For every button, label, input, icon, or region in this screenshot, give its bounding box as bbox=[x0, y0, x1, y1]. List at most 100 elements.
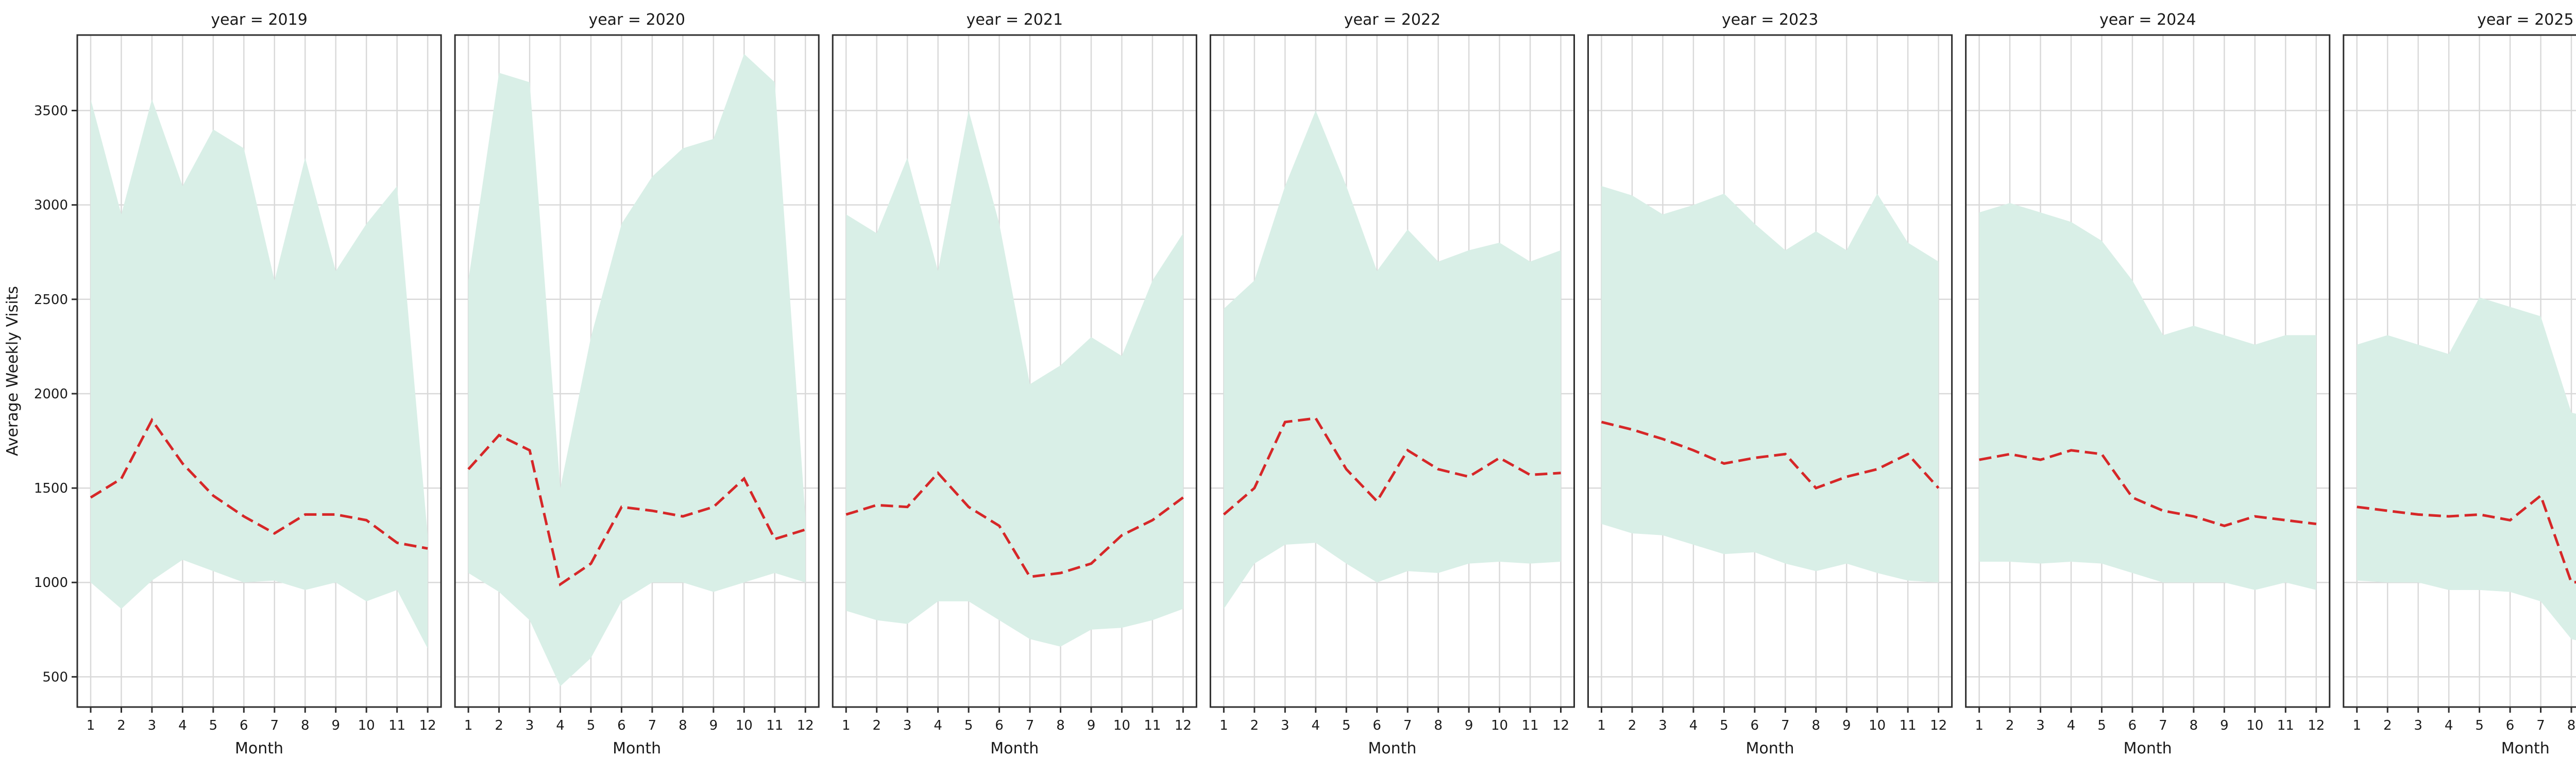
y-axis-label: Average Weekly Visits bbox=[4, 286, 22, 456]
facet-border bbox=[2343, 34, 2576, 708]
x-tick-label: 11 bbox=[766, 718, 783, 733]
x-tick-label: 1 bbox=[1975, 718, 1984, 733]
x-tick-label: 2 bbox=[117, 718, 126, 733]
facet-title: year = 2024 bbox=[2099, 11, 2196, 29]
x-tick-label: 6 bbox=[2128, 718, 2137, 733]
percentile-band bbox=[1601, 186, 1939, 583]
y-tick-label: 3500 bbox=[34, 104, 68, 119]
x-tick-label: 8 bbox=[301, 718, 310, 733]
x-axis-label: Month bbox=[2124, 740, 2172, 758]
x-tick-label: 2 bbox=[1250, 718, 1259, 733]
x-tick-label: 8 bbox=[1056, 718, 1065, 733]
percentile-band bbox=[91, 99, 428, 649]
y-tick-label: 2500 bbox=[34, 292, 68, 308]
median-line bbox=[90, 417, 428, 550]
x-tick-label: 11 bbox=[1144, 718, 1161, 733]
x-tick-label: 6 bbox=[2506, 718, 2515, 733]
x-tick-label: 11 bbox=[1521, 718, 1538, 733]
y-tick-label: 500 bbox=[42, 669, 68, 685]
x-axis-label: Month bbox=[613, 740, 661, 758]
x-tick-label: 7 bbox=[1026, 718, 1035, 733]
x-tick-label: 5 bbox=[2475, 718, 2484, 733]
x-tick-label: 3 bbox=[1658, 718, 1667, 733]
median-line bbox=[1223, 416, 1561, 516]
median-line bbox=[1979, 449, 2317, 528]
facet-title: year = 2025 bbox=[2477, 11, 2574, 29]
x-tick-label: 10 bbox=[358, 718, 375, 733]
x-tick-label: 10 bbox=[1491, 718, 1508, 733]
x-tick-label: 12 bbox=[797, 718, 814, 733]
x-tick-label: 8 bbox=[1811, 718, 1820, 733]
x-axis-label: Month bbox=[1368, 740, 1416, 758]
facet-2025: year = 2025123456789101112Month bbox=[2343, 11, 2576, 758]
x-tick-label: 4 bbox=[178, 718, 187, 733]
x-tick-label: 5 bbox=[2097, 718, 2106, 733]
x-tick-label: 2 bbox=[495, 718, 503, 733]
facet-border bbox=[454, 34, 820, 708]
x-tick-label: 4 bbox=[934, 718, 942, 733]
x-tick-label: 6 bbox=[1751, 718, 1759, 733]
facet-title: year = 2020 bbox=[588, 11, 685, 29]
facet-border bbox=[1965, 34, 2331, 708]
x-tick-label: 12 bbox=[2308, 718, 2325, 733]
x-tick-label: 2 bbox=[1628, 718, 1637, 733]
percentile-band bbox=[1224, 110, 1561, 609]
x-axis-label: Month bbox=[1746, 740, 1794, 758]
x-tick-label: 3 bbox=[2036, 718, 2045, 733]
x-tick-label: 9 bbox=[2220, 718, 2229, 733]
facet-border bbox=[832, 34, 1197, 708]
x-tick-label: 5 bbox=[587, 718, 596, 733]
x-tick-label: 5 bbox=[964, 718, 973, 733]
x-tick-label: 12 bbox=[1930, 718, 1947, 733]
x-tick-label: 7 bbox=[1403, 718, 1412, 733]
x-tick-label: 8 bbox=[1434, 718, 1443, 733]
x-tick-label: 1 bbox=[2352, 718, 2361, 733]
x-tick-label: 8 bbox=[2190, 718, 2198, 733]
x-tick-label: 1 bbox=[87, 718, 95, 733]
x-tick-label: 10 bbox=[2246, 718, 2263, 733]
x-tick-label: 11 bbox=[388, 718, 405, 733]
x-tick-label: 2 bbox=[2383, 718, 2392, 733]
x-tick-label: 5 bbox=[1720, 718, 1728, 733]
x-tick-label: 6 bbox=[995, 718, 1004, 733]
x-tick-label: 10 bbox=[736, 718, 753, 733]
x-axis-label: Month bbox=[2501, 740, 2550, 758]
x-tick-label: 10 bbox=[1869, 718, 1886, 733]
x-tick-label: 1 bbox=[1219, 718, 1228, 733]
x-axis-label: Month bbox=[990, 740, 1039, 758]
x-tick-label: 5 bbox=[1342, 718, 1351, 733]
percentile-band bbox=[468, 54, 806, 686]
x-tick-label: 9 bbox=[709, 718, 718, 733]
x-tick-label: 4 bbox=[1311, 718, 1320, 733]
x-tick-label: 3 bbox=[148, 718, 157, 733]
x-tick-label: 2 bbox=[2006, 718, 2014, 733]
median-line bbox=[845, 471, 1184, 578]
x-tick-label: 3 bbox=[1281, 718, 1290, 733]
median-line bbox=[1601, 421, 1940, 490]
percentile-band bbox=[2357, 297, 2576, 641]
x-tick-label: 10 bbox=[1113, 718, 1130, 733]
x-tick-label: 9 bbox=[1842, 718, 1851, 733]
percentile-band bbox=[1979, 203, 2316, 590]
x-tick-label: 8 bbox=[2567, 718, 2576, 733]
x-tick-label: 7 bbox=[270, 718, 279, 733]
x-tick-label: 7 bbox=[2159, 718, 2167, 733]
x-tick-label: 5 bbox=[209, 718, 218, 733]
facet-title: year = 2021 bbox=[967, 11, 1063, 29]
x-tick-label: 3 bbox=[2414, 718, 2422, 733]
facet-border bbox=[76, 34, 442, 708]
facet-title: year = 2019 bbox=[211, 11, 308, 29]
x-tick-label: 1 bbox=[842, 718, 851, 733]
x-tick-label: 9 bbox=[331, 718, 340, 733]
x-tick-label: 12 bbox=[1175, 718, 1192, 733]
x-tick-label: 11 bbox=[2277, 718, 2294, 733]
x-tick-label: 1 bbox=[464, 718, 473, 733]
x-tick-label: 8 bbox=[679, 718, 687, 733]
x-tick-label: 4 bbox=[556, 718, 565, 733]
facet-title: year = 2023 bbox=[1722, 11, 1819, 29]
